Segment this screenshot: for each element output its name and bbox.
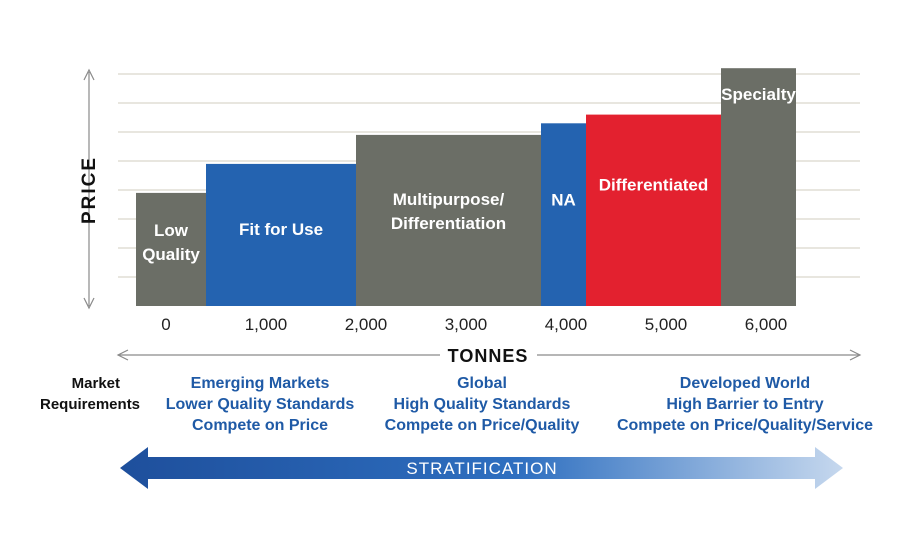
bar-label: Specialty (721, 85, 796, 104)
x-tick-label: 0 (161, 315, 170, 334)
bar-labels: Low Quality Fit for Use Multipurpose/Differ… (142, 85, 796, 264)
x-tick-label: 5,000 (645, 315, 688, 334)
requirement-line: Emerging Markets (190, 375, 330, 392)
bar-label: Quality (142, 245, 200, 264)
x-tick-label: 1,000 (245, 315, 288, 334)
requirement-line: Lower Quality Standards (165, 396, 355, 413)
requirement-line: Compete on Price (191, 417, 329, 434)
x-tick-label: 4,000 (545, 315, 588, 334)
requirements-group-emerging: Emerging Markets Lower Quality Standards… (130, 373, 390, 436)
requirement-line: Developed World (679, 375, 811, 392)
market-title-line: Market (71, 375, 120, 392)
requirements-group-global: Global High Quality Standards Compete on… (352, 373, 612, 436)
stratification-label: STRATIFICATION (406, 459, 557, 478)
market-requirements-title: Market Requirements (40, 373, 141, 415)
x-tick-label: 3,000 (445, 315, 488, 334)
x-axis-arrow (116, 349, 862, 361)
bar (586, 114, 721, 306)
bars (136, 68, 796, 306)
x-axis-title: TONNES (448, 346, 529, 366)
stratification-arrow (120, 447, 843, 489)
bar-label: Differentiation (391, 214, 506, 233)
requirement-line: High Quality Standards (393, 396, 571, 413)
bar-label: Multipurpose/ (393, 190, 505, 209)
requirement-line: Global (457, 375, 507, 392)
bar (721, 68, 796, 306)
x-tick-labels: 0 1,000 2,000 3,000 4,000 5,000 6,000 (161, 315, 787, 334)
x-tick-label: 2,000 (345, 315, 388, 334)
bar-label: Fit for Use (239, 220, 323, 239)
x-tick-label: 6,000 (745, 315, 788, 334)
bar-label: NA (551, 190, 576, 209)
bar (356, 134, 541, 306)
bar-label: Low (154, 221, 189, 240)
bar (136, 192, 206, 306)
bar (206, 163, 356, 306)
bar-label: Differentiated (599, 176, 709, 195)
requirements-group-developed: Developed World High Barrier to Entry Co… (600, 373, 890, 436)
y-axis-arrow (83, 68, 95, 310)
market-title-line: Requirements (40, 396, 141, 413)
requirement-line: Compete on Price/Quality/Service (616, 417, 874, 434)
y-axis-title: PRICE (79, 156, 100, 224)
requirement-line: Compete on Price/Quality (384, 417, 580, 434)
requirement-line: High Barrier to Entry (666, 396, 824, 413)
bar (541, 123, 586, 306)
